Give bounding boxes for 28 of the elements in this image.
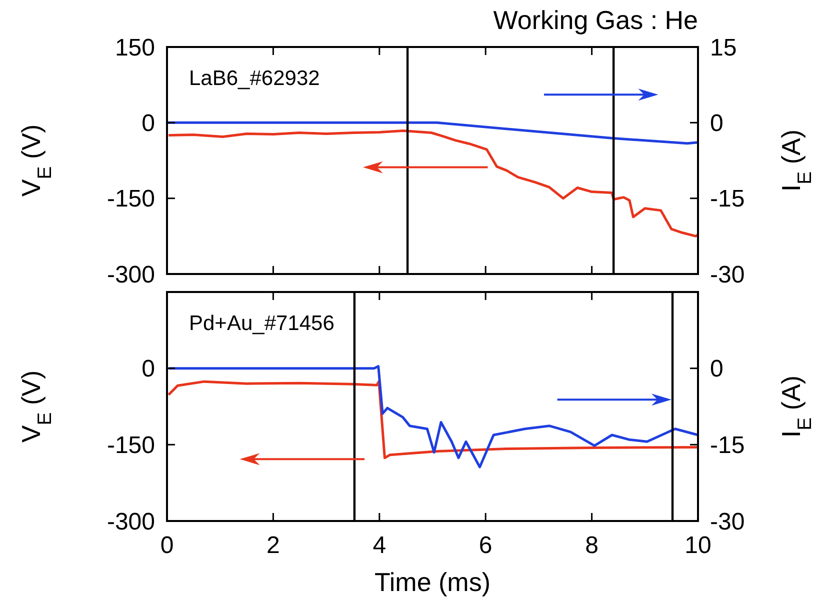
y-tick-label: -300 <box>106 261 155 288</box>
y2-tick-label: -15 <box>710 186 745 213</box>
y2-tick-label: -15 <box>710 432 745 460</box>
line-series <box>167 129 700 238</box>
y2-tick-label: -30 <box>710 261 745 288</box>
y-tick-label: 150 <box>114 34 155 62</box>
line-series <box>166 121 700 145</box>
y-tick-label: -150 <box>106 432 155 460</box>
annotation: LaB6_#62932 <box>189 67 320 90</box>
y-tick-label: 0 <box>142 110 155 138</box>
y-tick-label: -150 <box>106 186 155 213</box>
x-axis-title: Time (ms) <box>374 567 491 597</box>
y2-tick-label: -30 <box>710 508 745 536</box>
x-tick-label: 2 <box>266 532 280 559</box>
y-tick-label: -300 <box>106 508 155 536</box>
x-tick-label: 10 <box>684 532 712 559</box>
annotation: Pd+Au_#71456 <box>189 312 334 335</box>
x-tick-label: 0 <box>160 532 174 559</box>
y-tick-label: 0 <box>142 356 155 383</box>
y2-tick-label: 15 <box>710 34 737 62</box>
y2-tick-label: 0 <box>710 110 724 138</box>
chart-title: Working Gas : He <box>493 5 698 35</box>
x-tick-label: 4 <box>372 532 386 559</box>
x-tick-label: 8 <box>585 532 598 559</box>
line-series <box>167 365 700 468</box>
x-tick-label: 6 <box>478 532 492 559</box>
line-series <box>167 380 700 460</box>
y2-tick-label: 0 <box>710 356 724 383</box>
